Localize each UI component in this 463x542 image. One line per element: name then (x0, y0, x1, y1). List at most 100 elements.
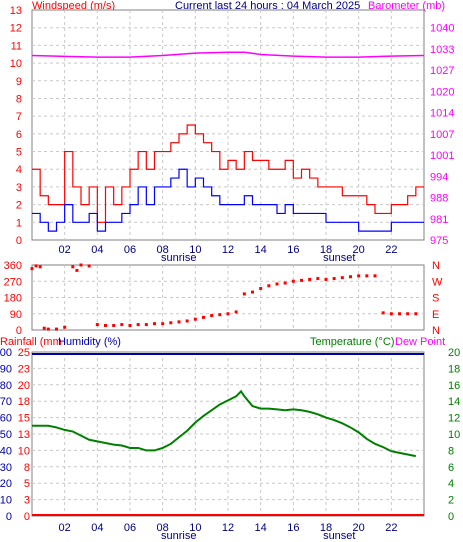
direction-compass-label: W (432, 276, 443, 288)
direction-point (373, 274, 377, 278)
direction-point (161, 322, 165, 326)
time-tick-label: 08 (157, 522, 169, 534)
direction-point (291, 279, 295, 283)
barometer-tick-label: 981 (430, 214, 448, 226)
time-tick-label: 02 (59, 244, 71, 256)
rainfall-tick-label: 20 (18, 380, 30, 392)
direction-point (75, 268, 79, 272)
direction-degree-label: 90 (10, 309, 22, 321)
time-tick-label: 14 (255, 522, 267, 534)
time-tick-label: 20 (353, 522, 365, 534)
direction-point (210, 314, 214, 318)
temperature-tick-label: 8 (448, 445, 454, 457)
direction-point (365, 274, 369, 278)
time-tick-label: 12 (222, 522, 234, 534)
direction-point (30, 267, 34, 271)
windspeed-tick-label: 4 (16, 164, 22, 176)
direction-point (185, 319, 189, 323)
time-tick-label: 14 (255, 244, 267, 256)
direction-point (283, 281, 287, 285)
humidity-tick-label: 70 (0, 396, 12, 408)
windspeed-tick-label: 3 (16, 182, 22, 194)
time-tick-label: 06 (124, 244, 136, 256)
gust-series-line (32, 124, 424, 223)
time-tick-label: 12 (222, 244, 234, 256)
direction-compass-label: S (432, 293, 439, 305)
direction-point (251, 290, 254, 294)
temp-panel-grid (32, 352, 424, 516)
windspeed-tick-label: 0 (16, 235, 22, 247)
temperature-tick-label: 6 (448, 462, 454, 474)
direction-point (46, 327, 50, 331)
current-period-label: Current last 24 hours : 04 March 2025 (175, 0, 360, 12)
humidity-tick-label: 90 (0, 363, 12, 375)
barometer-tick-label: 1040 (430, 23, 454, 35)
windspeed-tick-label: 5 (16, 147, 22, 159)
direction-point (357, 274, 361, 278)
humidity-axis-ticks: 0 10 20 30 40 50 60 70 80 90 100 (0, 347, 12, 523)
direction-point (259, 286, 263, 290)
windspeed-tick-label: 10 (10, 58, 22, 70)
time-tick-label: 16 (287, 522, 299, 534)
direction-point (349, 275, 352, 279)
direction-point (324, 277, 328, 281)
barometer-tick-label: 1007 (430, 129, 454, 141)
barometer-label: Barometer (mb) (368, 0, 445, 12)
rainfall-tick-label: 13 (18, 429, 30, 441)
direction-point (193, 317, 197, 321)
temperature-tick-label: 18 (448, 363, 460, 375)
time-axis-bottom: 02 04 06 08 10 12 14 16 18 20 22 (59, 522, 398, 534)
direction-point (63, 325, 67, 329)
barometer-tick-label: 975 (430, 235, 448, 247)
windspeed-tick-label: 9 (16, 76, 22, 88)
direction-point (308, 277, 312, 281)
direction-point (42, 326, 46, 330)
wind-panel-grid (32, 10, 424, 240)
direction-point (226, 312, 230, 316)
direction-point (71, 265, 75, 269)
time-tick-label: 10 (189, 244, 201, 256)
rainfall-tick-label: 0 (24, 511, 30, 523)
windspeed-tick-label: 12 (10, 23, 22, 35)
temperature-tick-label: 10 (448, 429, 460, 441)
time-tick-label: 22 (385, 244, 397, 256)
direction-point (120, 323, 124, 327)
direction-series (30, 263, 418, 331)
humidity-label: Humidity (%) (58, 336, 121, 348)
humidity-tick-label: 60 (0, 413, 12, 425)
temperature-tick-label: 4 (448, 478, 454, 490)
time-tick-label: 06 (124, 522, 136, 534)
direction-point (332, 277, 336, 281)
time-tick-label: 10 (189, 522, 201, 534)
average-series-line (32, 168, 424, 232)
windspeed-label: Windspeed (m/s) (32, 0, 115, 12)
temperature-label: Temperature (°C) (310, 336, 394, 348)
direction-point (169, 321, 173, 325)
direction-point (104, 323, 107, 327)
sunrise-label-top: sunrise (161, 252, 196, 264)
direction-point (389, 312, 393, 316)
sunrise-label-bottom: sunrise (161, 530, 196, 542)
rainfall-axis-ticks: 0 3 5 8 10 13 15 18 20 23 25 (18, 347, 30, 523)
direction-point (144, 323, 148, 327)
rainfall-label: Rainfall (mm (0, 336, 62, 348)
windspeed-tick-label: 2 (16, 200, 22, 212)
temperature-tick-label: 12 (448, 413, 460, 425)
direction-point (55, 327, 58, 331)
humidity-tick-label: 30 (0, 462, 12, 474)
sunset-label-bottom: sunset (323, 530, 355, 542)
humidity-tick-label: 20 (0, 478, 12, 490)
direction-point (275, 282, 279, 286)
time-tick-label: 16 (287, 244, 299, 256)
dewpoint-label: Dew Point (395, 336, 445, 348)
humidity-tick-label: 40 (0, 445, 12, 457)
barometer-tick-label: 994 (430, 171, 448, 183)
direction-point (234, 310, 238, 314)
direction-point (112, 323, 116, 327)
humidity-tick-label: 0 (6, 511, 12, 523)
barometer-tick-label: 1027 (430, 65, 454, 77)
rainfall-tick-label: 25 (18, 347, 30, 359)
direction-point (87, 264, 91, 268)
